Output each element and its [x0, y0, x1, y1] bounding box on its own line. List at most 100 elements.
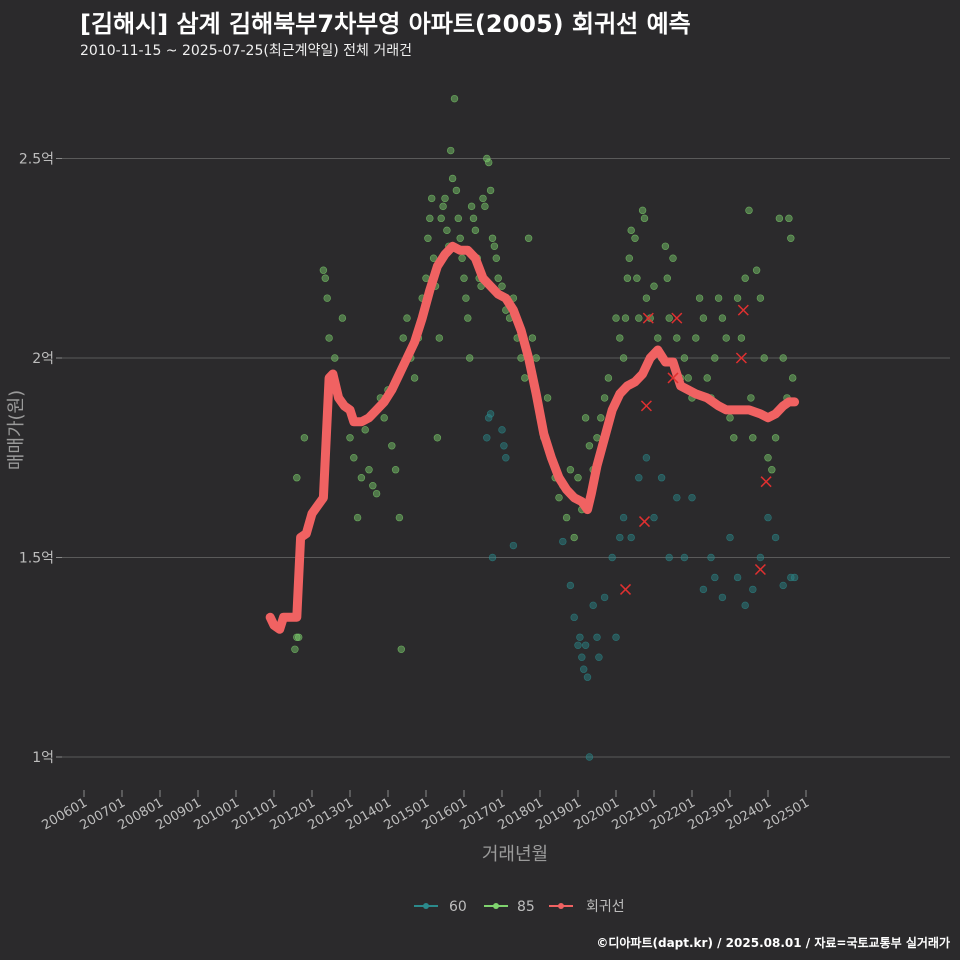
series-85-point: [391, 466, 400, 474]
series-85-point: [638, 206, 647, 215]
series-85-point: [454, 214, 462, 223]
cancelled-marker: [737, 304, 749, 316]
series-85-point: [585, 442, 594, 450]
legend-swatch-dot: [423, 903, 429, 909]
series-60-point: [749, 585, 757, 594]
series-60-point: [764, 513, 772, 522]
series-85-point: [458, 254, 466, 262]
series-60-point: [756, 553, 765, 562]
legend-item-regression: 회귀선: [549, 899, 625, 915]
series-85-point: [604, 374, 613, 382]
series-85-point: [443, 226, 451, 235]
series-85-point: [490, 242, 499, 250]
series-60-point: [500, 442, 508, 450]
cancelled-marker: [619, 583, 632, 595]
series-60-point: [612, 633, 620, 641]
series-85-point: [619, 354, 628, 362]
series-60-point: [726, 533, 734, 542]
series-85-point: [528, 334, 537, 342]
series-85-point: [485, 158, 493, 167]
series-85-point: [460, 274, 468, 282]
series-85-point: [733, 294, 742, 302]
series-85-point: [699, 314, 708, 322]
series-60-point: [566, 581, 575, 590]
series-85-point: [631, 234, 639, 243]
series-60-point: [488, 553, 497, 562]
series-85-point: [331, 354, 339, 362]
series-85-point: [714, 294, 723, 302]
series-85-point: [295, 633, 303, 641]
y-axis-label: 매매가(원): [6, 390, 27, 470]
series-85-point: [718, 314, 727, 322]
series-60-point: [627, 533, 635, 542]
series-85-point: [745, 206, 753, 215]
series-85-point: [570, 533, 578, 542]
cancelled-marker: [667, 372, 679, 384]
series-85-point: [365, 466, 373, 474]
cancel-stroke: [619, 583, 632, 595]
series-85-point: [663, 274, 671, 282]
cancel-stroke: [760, 476, 772, 488]
legend-item-85: 85: [484, 899, 535, 915]
series-85-point: [439, 202, 447, 211]
series-85-point: [775, 214, 784, 223]
cancelled-marker: [760, 476, 772, 488]
series-60-point: [593, 633, 601, 641]
series-85-point: [669, 254, 677, 262]
series-60-point: [589, 601, 597, 610]
series-85-point: [395, 513, 404, 522]
series-85-point: [597, 414, 605, 422]
series-60-point: [673, 493, 681, 502]
series-85-point: [338, 314, 347, 322]
series-85-point: [581, 414, 590, 422]
series-85-point: [616, 334, 624, 342]
series-60-point: [771, 533, 780, 542]
series-85-point: [380, 414, 388, 422]
series-85-point: [456, 234, 464, 243]
series-85-point: [747, 394, 755, 402]
series-60-point: [486, 410, 495, 418]
series-85-point: [654, 334, 662, 342]
series-85-point: [361, 426, 369, 434]
series-85-point: [737, 334, 746, 342]
chart-title: [김해시] 삼계 김해북부7차부영 아파트(2005) 회귀선 예측: [80, 10, 691, 38]
series-60-point: [585, 753, 594, 761]
series-85-point: [369, 481, 377, 490]
series-60-point: [657, 474, 666, 482]
series-85-point: [625, 254, 633, 262]
series-85-point: [788, 374, 797, 382]
series-85-point: [372, 489, 381, 498]
series-60-point: [578, 653, 586, 661]
series-85-point: [760, 354, 768, 362]
series-85-point: [684, 374, 692, 382]
series-85-point: [323, 294, 331, 302]
series-85-point: [466, 354, 474, 362]
series-85-point: [437, 214, 445, 223]
series-60-point: [733, 573, 742, 582]
series-60-point: [608, 553, 616, 562]
series-85-point: [486, 186, 495, 195]
series-85-point: [467, 202, 476, 211]
y-tick-label: 2.5억: [19, 152, 54, 168]
series-60-point: [619, 513, 628, 522]
grid-lines: [56, 158, 950, 797]
series-60-point: [509, 541, 518, 550]
cancelled-marker: [640, 400, 652, 412]
series-60-point: [616, 533, 624, 542]
series-85-point: [555, 493, 563, 502]
series-85-point: [293, 474, 301, 482]
regression-line-group: [265, 241, 800, 634]
series-85-point: [481, 202, 489, 211]
series-60-point: [498, 426, 506, 434]
series-60-point: [688, 493, 696, 502]
series-85-point: [680, 354, 689, 362]
series-60-point: [570, 613, 578, 622]
series-60-point: [741, 601, 749, 610]
series-60-point: [574, 641, 582, 649]
cancelled-markers: [619, 304, 772, 595]
series-85-point: [447, 146, 455, 155]
series-85-point: [543, 394, 552, 402]
cancelled-marker: [754, 563, 766, 576]
series-85-point: [749, 434, 757, 442]
